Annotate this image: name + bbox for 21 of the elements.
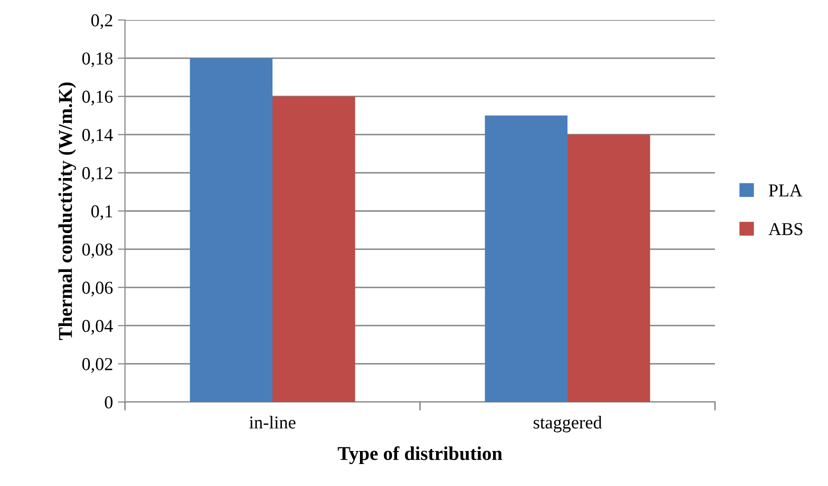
bar (272, 96, 356, 402)
y-tick-label: 0,16 (82, 90, 113, 106)
x-tick-label: in-line (249, 416, 296, 429)
bar (190, 58, 272, 402)
y-tick-label: 0,2 (91, 14, 112, 30)
y-tick-label: 0,18 (82, 52, 113, 68)
legend-label: ABS (768, 223, 802, 236)
y-tick-label: 0,12 (82, 167, 112, 182)
bar (484, 116, 568, 402)
y-axis-title: Thermal conductivity (W/m.K) (58, 82, 76, 340)
x-axis-title: Type of distribution (338, 446, 502, 464)
legend-label: PLA (768, 184, 802, 196)
bar (568, 134, 650, 402)
y-tick-label: 0,04 (82, 320, 113, 335)
y-tick-label: 0,06 (82, 282, 113, 296)
y-tick-label: 0,08 (82, 243, 113, 258)
y-tick-label: 0,02 (82, 358, 112, 373)
x-tick-label: staggered (534, 416, 602, 432)
y-tick-label: 0 (104, 396, 113, 408)
y-tick-label: 0,14 (82, 128, 113, 144)
y-tick-label: 0,1 (91, 205, 112, 220)
